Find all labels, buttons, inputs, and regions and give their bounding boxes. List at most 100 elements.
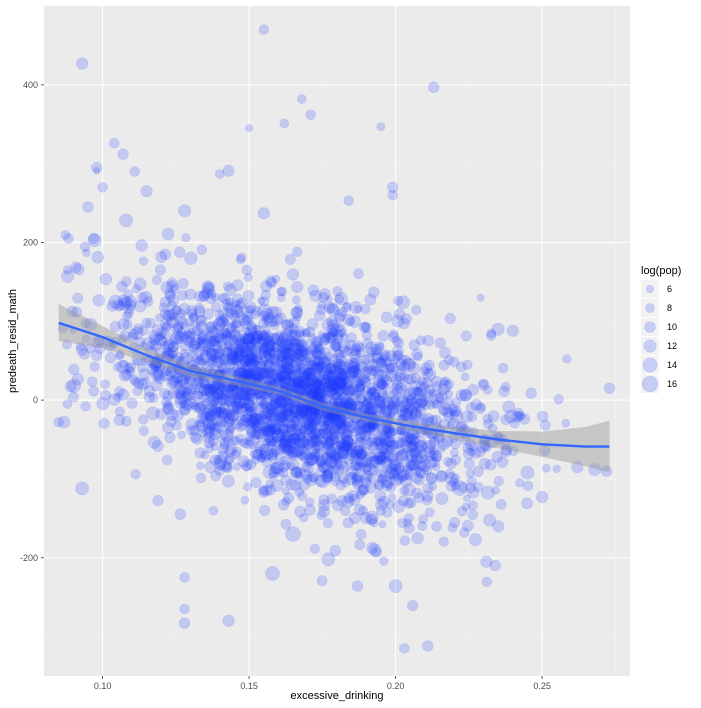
data-point: [319, 366, 330, 377]
data-point: [392, 345, 404, 357]
data-point: [217, 450, 229, 463]
data-point: [303, 452, 318, 467]
data-point: [310, 443, 321, 454]
data-point: [337, 414, 347, 424]
data-point: [78, 348, 90, 360]
data-point: [238, 438, 247, 447]
data-point: [291, 415, 301, 425]
data-point: [308, 411, 322, 425]
data-point: [263, 369, 274, 380]
data-point: [341, 417, 353, 429]
data-point: [292, 368, 302, 378]
data-point: [247, 326, 259, 337]
data-point: [224, 330, 236, 342]
data-point: [177, 371, 191, 385]
data-point: [325, 363, 337, 375]
data-point: [296, 443, 308, 455]
data-point: [248, 416, 260, 429]
data-point: [291, 338, 303, 350]
data-point: [310, 335, 323, 348]
data-point: [337, 472, 349, 484]
data-point: [113, 414, 126, 426]
data-point: [62, 265, 73, 275]
data-point: [298, 379, 308, 389]
data-point: [422, 335, 435, 347]
data-point: [264, 367, 275, 378]
data-point: [345, 441, 357, 454]
data-point: [253, 392, 262, 400]
data-point: [387, 189, 398, 201]
data-point: [261, 341, 274, 354]
data-point: [202, 416, 214, 428]
data-point: [427, 388, 437, 398]
data-point: [188, 339, 201, 352]
x-tick-label: 0.20: [387, 681, 405, 691]
data-point: [431, 521, 442, 532]
data-point: [265, 479, 275, 489]
data-point: [350, 448, 361, 459]
data-point: [411, 304, 422, 316]
data-point: [348, 471, 358, 481]
data-point: [334, 376, 347, 389]
data-point: [334, 294, 345, 304]
data-point: [182, 329, 193, 340]
data-point: [263, 407, 274, 419]
data-point: [368, 442, 380, 454]
data-point: [311, 391, 322, 402]
data-point: [138, 368, 151, 381]
data-point: [283, 382, 292, 390]
data-point: [250, 329, 262, 342]
data-point: [264, 408, 278, 422]
data-point: [167, 341, 179, 353]
data-point: [165, 415, 177, 427]
data-point: [245, 124, 254, 133]
data-point: [263, 359, 275, 370]
data-point: [361, 399, 373, 411]
data-point: [402, 410, 414, 423]
data-point: [388, 331, 400, 343]
data-point: [99, 389, 112, 401]
data-point: [260, 426, 271, 437]
data-point: [279, 398, 290, 409]
data-point: [541, 463, 551, 473]
data-point: [327, 380, 338, 391]
data-point: [151, 440, 164, 452]
data-point: [130, 469, 141, 480]
data-point: [408, 412, 419, 423]
data-point: [393, 349, 404, 360]
data-point: [329, 474, 341, 486]
data-point: [81, 334, 91, 344]
data-point: [386, 463, 398, 475]
data-point: [223, 445, 236, 458]
data-point: [380, 405, 392, 418]
data-point: [269, 461, 283, 475]
data-point: [224, 340, 235, 351]
data-point: [326, 448, 336, 459]
data-point: [196, 354, 204, 362]
data-point: [327, 410, 340, 422]
data-point: [205, 347, 217, 359]
data-point: [275, 396, 286, 407]
data-point: [314, 409, 326, 421]
data-point: [245, 390, 256, 402]
data-point: [294, 487, 305, 498]
data-point: [173, 334, 184, 345]
data-point: [281, 496, 291, 506]
data-point: [273, 363, 287, 377]
data-point: [168, 387, 180, 399]
data-point: [216, 337, 228, 350]
data-point: [345, 465, 359, 478]
data-point: [191, 324, 204, 337]
data-point: [283, 409, 298, 424]
data-point: [337, 339, 351, 354]
data-point: [249, 411, 259, 422]
data-point: [381, 422, 392, 434]
data-point: [365, 513, 378, 526]
data-point: [407, 386, 420, 399]
data-point: [470, 398, 483, 411]
data-point: [270, 356, 282, 368]
data-point: [378, 446, 388, 456]
data-point: [354, 448, 367, 461]
data-point: [500, 445, 512, 458]
legend-title: log(pop): [641, 265, 681, 277]
